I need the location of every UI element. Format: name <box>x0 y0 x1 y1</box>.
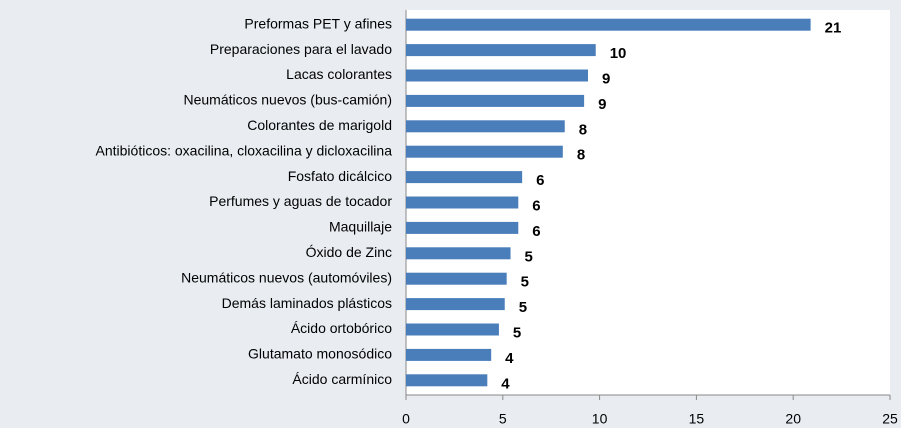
x-tick-label: 25 <box>882 411 898 427</box>
bar <box>406 18 811 31</box>
value-label: 5 <box>519 299 527 316</box>
value-label: 4 <box>505 350 514 367</box>
y-tick-label: Lacas colorantes <box>286 66 392 82</box>
y-tick-label: Preformas PET y afines <box>244 15 392 31</box>
y-tick-label: Fosfato dicálcico <box>288 168 392 184</box>
value-label: 4 <box>501 375 510 392</box>
bar <box>406 145 563 158</box>
bar <box>406 374 488 387</box>
y-tick-label: Ácido ortobórico <box>291 320 392 336</box>
y-tick-label: Preparaciones para el lavado <box>210 41 392 57</box>
bar <box>406 120 565 133</box>
bar <box>406 298 505 311</box>
value-label: 8 <box>579 121 587 138</box>
x-tick-label: 5 <box>499 411 507 427</box>
x-tick-label: 0 <box>402 411 410 427</box>
y-tick-label: Glutamato monosódico <box>248 346 392 362</box>
bar <box>406 323 499 336</box>
value-label: 5 <box>513 324 521 341</box>
bar <box>406 272 507 285</box>
value-label: 6 <box>532 223 540 240</box>
bar <box>406 196 519 209</box>
bar <box>406 247 511 260</box>
x-tick-label: 15 <box>689 411 705 427</box>
value-label: 9 <box>598 96 606 113</box>
x-tick-label: 20 <box>785 411 801 427</box>
y-tick-label: Maquillaje <box>329 219 392 235</box>
y-tick-label: Colorantes de marigold <box>247 117 392 133</box>
y-tick-label: Demás laminados plásticos <box>222 295 392 311</box>
value-label: 5 <box>521 274 529 291</box>
y-tick-label: Perfumes y aguas de tocador <box>209 193 392 209</box>
bar <box>406 171 523 184</box>
bar <box>406 44 596 57</box>
y-tick-label: Antibióticos: oxacilina, cloxacilina y d… <box>96 142 393 158</box>
value-label: 5 <box>525 248 533 265</box>
value-label: 9 <box>602 70 610 87</box>
y-tick-label: Óxido de Zinc <box>306 244 392 260</box>
value-label: 6 <box>532 197 540 214</box>
value-label: 10 <box>610 45 627 62</box>
y-tick-label: Neumáticos nuevos (automóviles) <box>181 269 392 285</box>
value-label: 6 <box>536 172 544 189</box>
bar <box>406 348 492 361</box>
bar <box>406 69 588 82</box>
value-label: 21 <box>825 20 842 37</box>
value-label: 8 <box>577 147 585 164</box>
y-tick-label: Neumáticos nuevos (bus-camión) <box>183 92 392 108</box>
y-tick-label: Ácido carmínico <box>292 371 392 387</box>
bar <box>406 94 585 107</box>
x-tick-label: 10 <box>592 411 608 427</box>
bar <box>406 221 519 234</box>
